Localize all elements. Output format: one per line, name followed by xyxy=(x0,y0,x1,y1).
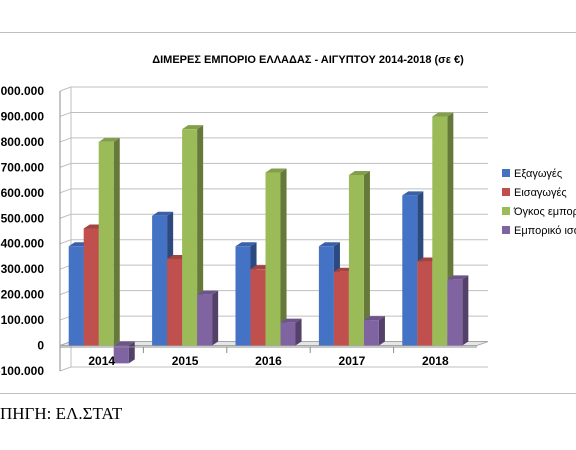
bar-top xyxy=(318,242,340,247)
bar-front xyxy=(432,116,448,346)
chart-container: ΔΙΜΕΡΕΣ ΕΜΠΟΡΙΟ ΕΛΛΑΔΑΣ - ΑΙΓΥΠΤΟΥ 2014-… xyxy=(0,32,576,394)
y-tick-label: 100.000 xyxy=(1,313,45,327)
bar-top xyxy=(348,171,370,175)
y-tick-label: 700.000 xyxy=(1,160,45,174)
y-tick-label: 800.000 xyxy=(1,135,45,149)
legend-label: Εμπορικό ισοζύγιο xyxy=(514,225,576,237)
bar-side xyxy=(363,171,370,346)
bar-top xyxy=(447,275,469,280)
source-note: ΠΗΓΗ: ΕΛ.ΣΤΑΤ xyxy=(0,404,123,423)
bar-chart: ΔΙΜΕΡΕΣ ΕΜΠΟΡΙΟ ΕΛΛΑΔΑΣ - ΑΙΓΥΠΤΟΥ 2014-… xyxy=(0,54,576,378)
bar-side xyxy=(378,316,385,346)
x-tick-label: 2018 xyxy=(422,354,449,368)
y-tick-label: 400.000 xyxy=(1,237,45,251)
bar-2016-Όγκος εμπορίου xyxy=(265,168,287,346)
bar-front xyxy=(98,141,114,346)
bar-side xyxy=(212,290,219,346)
bar-top xyxy=(197,290,219,295)
gridline-diagonal xyxy=(59,162,72,168)
bar-top xyxy=(265,168,287,173)
y-tick-label: 500.000 xyxy=(1,211,45,225)
gridline-diagonal xyxy=(59,111,72,117)
bar-2014-Όγκος εμπορίου xyxy=(98,137,120,346)
gridline-diagonal xyxy=(59,366,72,372)
gridline-diagonal xyxy=(59,86,72,92)
bar-front xyxy=(182,129,198,346)
bar-2015-Εμπορικό ισοζύγιο xyxy=(197,290,219,346)
x-tick-label: 2017 xyxy=(339,354,366,368)
bar-front xyxy=(318,246,334,346)
bar-2015-Όγκος εμπορίου xyxy=(182,125,204,346)
bar-side xyxy=(280,168,287,346)
legend-swatch xyxy=(502,169,510,177)
bar-front xyxy=(83,228,99,346)
gridline-diagonal xyxy=(59,239,72,245)
chart-title: ΔΙΜΕΡΕΣ ΕΜΠΟΡΙΟ ΕΛΛΑΔΑΣ - ΑΙΓΥΠΤΟΥ 2014-… xyxy=(152,54,464,66)
legend-swatch xyxy=(502,207,510,215)
bar-top xyxy=(432,112,454,117)
bar-top xyxy=(363,316,385,321)
legend: Εξαγωγές Εισαγωγές Όγκος εμπορίου Εμπορικό … xyxy=(502,168,576,237)
plot-area: -100.000 0 100.000 200.000 300.000 400.000 500… xyxy=(0,84,489,378)
gridline-diagonal xyxy=(59,188,72,194)
bar-front xyxy=(447,279,463,346)
bar-2014-Εμπορικό ισοζύγιο xyxy=(113,341,135,364)
bar-front xyxy=(167,259,183,346)
bar-front xyxy=(280,322,296,346)
bar-2017-Όγκος εμπορίου xyxy=(348,171,370,346)
bar-top xyxy=(402,191,424,196)
y-tick-label: 300.000 xyxy=(1,262,45,276)
y-tick-label: -100.000 xyxy=(0,364,44,378)
bar-front xyxy=(68,246,84,346)
bar-front xyxy=(152,215,168,346)
bar-front xyxy=(417,261,433,346)
bar-front xyxy=(333,271,349,346)
bar-side xyxy=(295,318,302,346)
gridline-diagonal xyxy=(59,137,72,143)
bar-top xyxy=(235,242,257,247)
legend-label: Εισαγωγές xyxy=(514,187,567,199)
x-tick-label: 2015 xyxy=(172,354,199,368)
bar-front xyxy=(265,172,281,346)
bar-top xyxy=(98,137,120,142)
y-tick-label: 1.000.000 xyxy=(0,84,44,98)
bar-front xyxy=(363,320,379,346)
bar-front xyxy=(235,246,251,346)
bar-2016-Εμπορικό ισοζύγιο xyxy=(280,318,302,346)
bar-2018-Εμπορικό ισοζύγιο xyxy=(447,275,469,346)
x-tick-label: 2014 xyxy=(88,354,115,368)
bar-front xyxy=(197,294,213,346)
bar-front xyxy=(113,345,129,364)
x-tick-label: 2016 xyxy=(255,354,282,368)
legend-label: Εξαγωγές xyxy=(514,168,562,180)
bar-front xyxy=(348,175,364,346)
bar-side xyxy=(462,275,469,346)
legend-label: Όγκος εμπορίου xyxy=(513,206,576,218)
bar-2017-Εμπορικό ισοζύγιο xyxy=(363,316,385,346)
legend-swatch xyxy=(502,226,510,234)
bar-top xyxy=(182,125,204,130)
bar-top xyxy=(152,211,174,216)
bar-side xyxy=(113,137,120,346)
bar-front xyxy=(250,269,266,346)
bar-side xyxy=(197,125,204,346)
gridline-diagonal xyxy=(59,213,72,219)
y-tick-label: 600.000 xyxy=(1,186,45,200)
y-tick-label: 0 xyxy=(37,339,44,353)
y-tick-label: 900.000 xyxy=(1,109,45,123)
bar-top xyxy=(113,341,135,346)
legend-swatch xyxy=(502,188,510,196)
y-tick-label: 200.000 xyxy=(1,288,45,302)
bar-front xyxy=(402,195,418,346)
bar-top xyxy=(280,318,302,323)
